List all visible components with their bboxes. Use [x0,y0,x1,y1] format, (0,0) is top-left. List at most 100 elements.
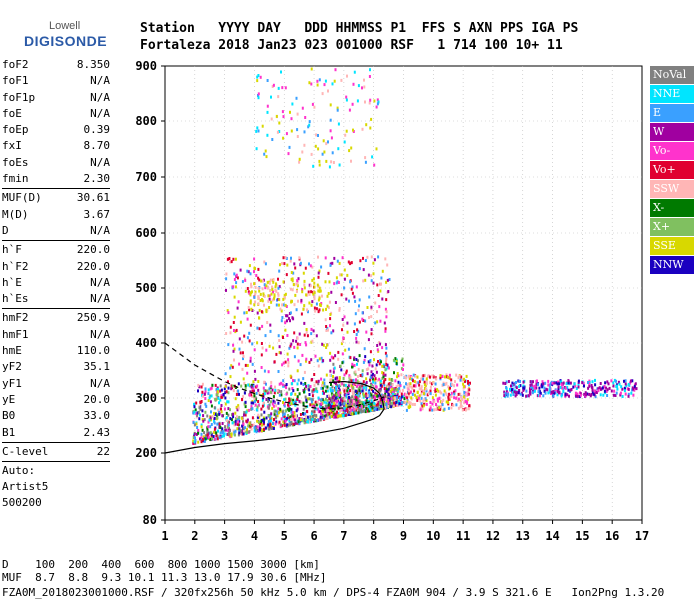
echo-point [279,409,282,413]
echo-point [229,435,232,439]
echo-point [407,405,410,409]
echo-point [310,358,313,362]
legend-item-x-minus: X- [650,199,694,217]
echo-point [268,281,271,285]
echo-point [511,384,514,388]
echo-point [365,123,368,127]
echo-point [237,404,240,408]
echo-point [401,388,404,392]
echo-point [319,405,322,409]
echo-point [359,385,362,388]
echo-point [411,392,414,396]
echo-point [456,383,459,387]
echo-point [542,394,545,398]
echo-point [302,403,305,407]
echo-point [249,299,252,303]
echo-point [220,404,223,407]
echo-point [220,394,223,398]
echo-point [455,373,458,377]
echo-point [324,417,327,421]
echo-point [275,303,278,307]
echo-point [522,388,525,392]
echo-point [599,393,602,397]
header-values: Fortaleza 2018 Jan23 023 001000 RSF 1 71… [140,38,563,53]
echo-point [303,370,306,374]
echo-point [259,422,262,426]
echo-point [340,293,343,297]
echo-point [619,391,622,395]
echo-point [207,392,210,396]
echo-point [372,380,375,384]
echo-point [352,399,355,403]
echo-point [447,400,449,404]
echo-point [207,399,210,402]
echo-point [196,411,199,415]
echo-point [361,317,364,321]
echo-point [608,386,611,390]
echo-point [376,400,379,404]
echo-point [385,346,388,350]
echo-point [233,430,236,434]
echo-point [206,430,209,434]
echo-point [370,332,373,336]
echo-point [254,267,256,271]
x-tick-label: 11 [456,529,470,543]
echo-point [267,423,270,427]
echo-point [429,375,431,379]
echo-point [238,362,241,366]
echo-point [463,377,465,381]
x-tick-label: 8 [370,529,377,543]
echo-point [402,395,405,399]
echo-point [252,380,255,384]
echo-point [303,286,306,290]
echo-point [376,310,378,314]
echo-point [206,433,209,437]
echo-point [467,381,469,385]
echo-point [284,292,287,296]
echo-point [327,328,329,332]
echo-point [361,373,364,377]
echo-point [422,400,425,403]
echo-point [338,409,341,413]
echo-point [281,261,283,265]
echo-point [313,373,316,376]
echo-point [210,410,212,414]
echo-point [218,401,220,405]
param-name: foEs [2,155,29,169]
echo-point [271,85,274,88]
echo-point [506,394,509,398]
param-name: foEp [2,123,29,137]
echo-point [355,395,358,399]
echo-point [240,416,243,420]
echo-point [438,406,441,410]
echo-point [320,302,323,305]
echo-point [249,359,252,363]
echo-point [296,135,299,138]
param-row: h`E N/A [2,275,110,291]
x-tick-label: 16 [605,529,619,543]
echo-point [269,415,272,419]
echo-point [377,400,380,404]
echo-point [353,411,356,415]
echo-point [192,411,195,415]
echo-point [410,390,412,394]
echo-point [320,398,323,402]
echo-point [319,418,322,422]
echo-point [272,404,275,408]
echo-point [302,271,305,275]
echo-point [277,370,280,373]
echo-point [346,273,349,277]
echo-point [338,307,341,310]
echo-point [337,147,340,151]
param-name: fxI [2,139,22,153]
param-value: 220.0 [76,259,110,273]
echo-point [354,395,356,399]
echo-point [331,261,334,265]
echo-point [254,403,257,407]
echo-point [547,379,550,383]
echo-point [597,389,600,393]
echo-point [396,375,398,379]
echo-point [371,388,374,391]
echo-point [465,374,468,378]
echo-point [210,418,213,422]
